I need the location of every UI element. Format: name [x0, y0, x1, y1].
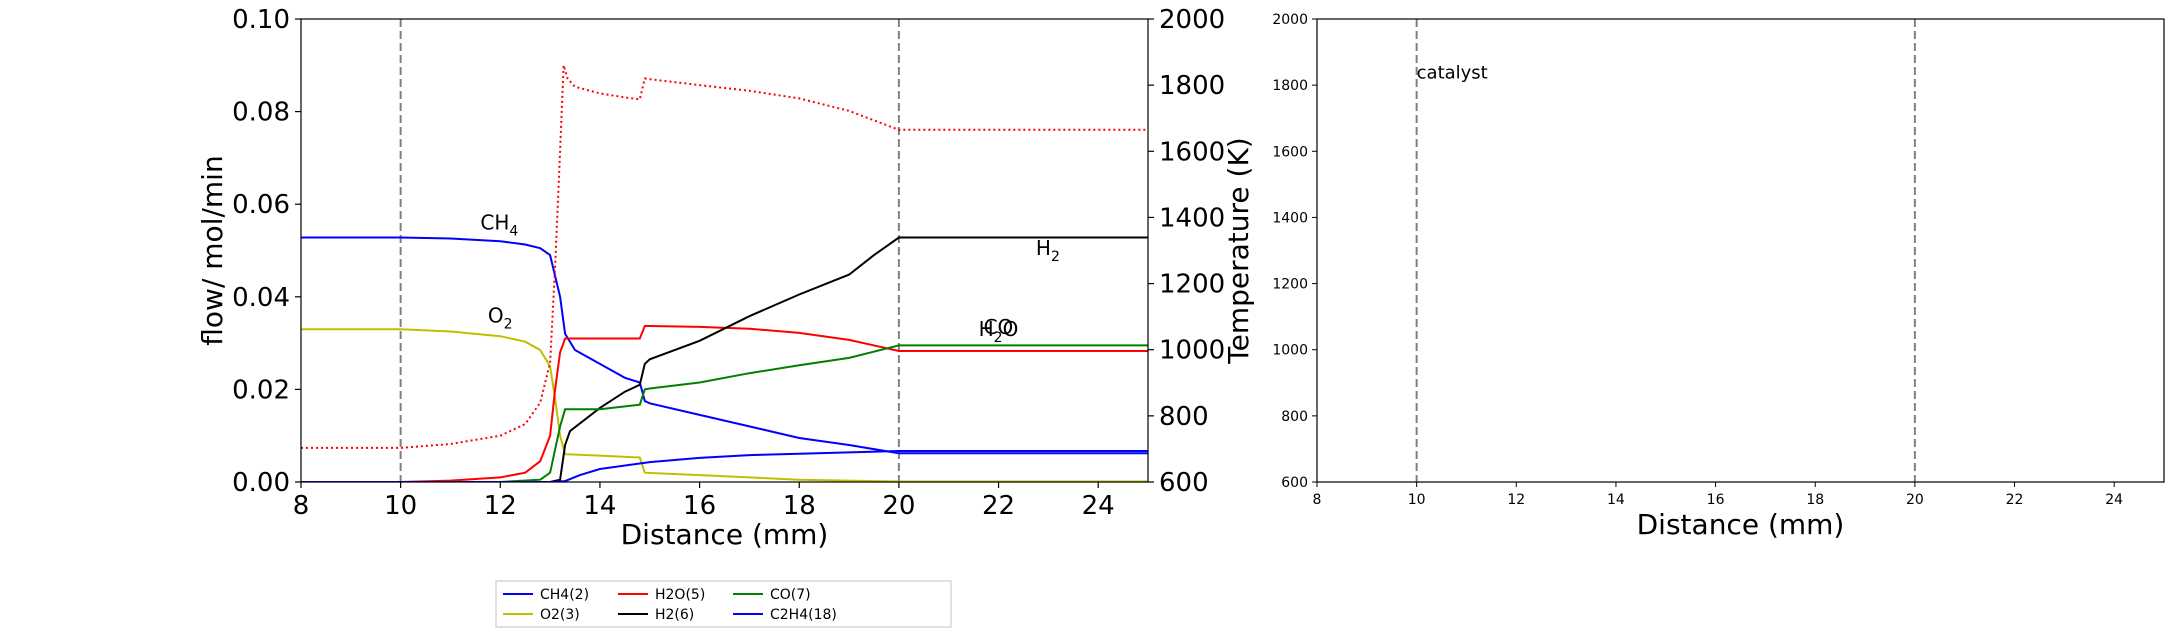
series-line-h26	[301, 236, 1148, 482]
left-chart: 8 10 12 14 16 18 20 22 24 0.00 0.02 0.04 0.06 0.08 0.1…	[196, 5, 1255, 551]
legend-label: O2(3)	[540, 607, 580, 623]
series-line-ch42	[301, 236, 1148, 455]
series-line-c2h418	[301, 450, 1148, 482]
left-axes-frame	[300, 18, 1149, 483]
left-x-tick-label: 24	[1082, 491, 1115, 521]
left-y2-tick-label: 1600	[1159, 137, 1225, 167]
legend-label: CH4(2)	[540, 587, 589, 603]
species-annotation: H2	[1036, 236, 1060, 265]
right-x-tick-label: 10	[1408, 492, 1426, 508]
right-y-tick-label: 800	[1281, 409, 1308, 425]
left-x-tick-label: 22	[982, 491, 1015, 521]
right-y-tick-label: 2000	[1272, 12, 1308, 28]
legend-label: H2(6)	[655, 607, 694, 623]
right-x-tick-label: 16	[1707, 492, 1725, 508]
right-x-tick-label: 24	[2105, 492, 2123, 508]
left-y-tick-label: 0.04	[232, 283, 290, 313]
left-y2-tick-label: 1800	[1159, 71, 1225, 101]
species-annotation: O2	[488, 303, 513, 332]
series-line-temperature	[301, 65, 1148, 449]
right-y-tick-label: 1400	[1272, 210, 1308, 226]
left-x-tick-label: 18	[783, 491, 816, 521]
right-x-tick-label: 22	[2006, 492, 2024, 508]
left-y-tick-label: 0.06	[232, 190, 290, 220]
right-x-tick-label: 12	[1507, 492, 1525, 508]
right-x-tick-label: 20	[1906, 492, 1924, 508]
right-y-tick-label: 1800	[1272, 78, 1308, 94]
left-y-tick-label: 0.10	[232, 5, 290, 35]
right-x-tick-label: 8	[1313, 492, 1322, 508]
left-x-tick-label: 10	[384, 491, 417, 521]
legend-frame	[495, 580, 952, 628]
left-y-tick-label: 0.08	[232, 98, 290, 128]
left-y-axis-label: flow/ mol/min	[196, 155, 229, 345]
right-y-tick-label: 1600	[1272, 144, 1308, 160]
left-y2-tick-label: 600	[1159, 468, 1209, 498]
left-x-tick-label: 12	[484, 491, 517, 521]
left-y2-tick-label: 1000	[1159, 336, 1225, 366]
right-chart: 8 10 12 14 16 18 20 22 24 600 800 1000 1200 1400 1600 1…	[1272, 12, 2165, 541]
right-y-tick-label: 1200	[1272, 277, 1308, 293]
species-annotation: CO	[984, 315, 1014, 339]
legend-label: H2O(5)	[655, 587, 705, 603]
legend-label: CO(7)	[770, 587, 811, 603]
species-annotation: H2O	[979, 317, 1019, 346]
right-x-tick-label: 14	[1607, 492, 1625, 508]
right-y-tick-label: 600	[1281, 475, 1308, 491]
left-x-tick-label: 14	[583, 491, 616, 521]
left-y2-tick-label: 1200	[1159, 270, 1225, 300]
left-x-tick-label: 20	[882, 491, 915, 521]
right-x-axis-label: Distance (mm)	[1637, 508, 1845, 541]
right-axes-frame	[1316, 18, 2165, 483]
left-x-axis-label: Distance (mm)	[621, 518, 829, 551]
series-line-o23	[301, 328, 1148, 482]
left-y-tick-label: 0.00	[232, 468, 290, 498]
left-y2-tick-label: 1400	[1159, 203, 1225, 233]
series-line-h2o5	[301, 325, 1148, 482]
catalyst-annotation: catalyst	[1417, 63, 1488, 84]
left-y2-tick-label: 800	[1159, 402, 1209, 432]
left-x-tick-label: 16	[683, 491, 716, 521]
legend-label: C2H4(18)	[770, 607, 837, 623]
right-y-tick-label: 1000	[1272, 343, 1308, 359]
species-annotation: CH4	[480, 211, 518, 240]
left-y2-tick-label: 2000	[1159, 5, 1225, 35]
left-y2-axis-label: Temperature (K)	[1222, 137, 1255, 364]
right-x-tick-label: 18	[1806, 492, 1824, 508]
legend: CH4(2) O2(3) H2O(5) H2(6) CO(7) C2H4(18)	[495, 580, 952, 628]
series-line-co7	[301, 344, 1148, 482]
left-y-tick-label: 0.02	[232, 375, 290, 405]
left-x-tick-label: 8	[293, 491, 310, 521]
